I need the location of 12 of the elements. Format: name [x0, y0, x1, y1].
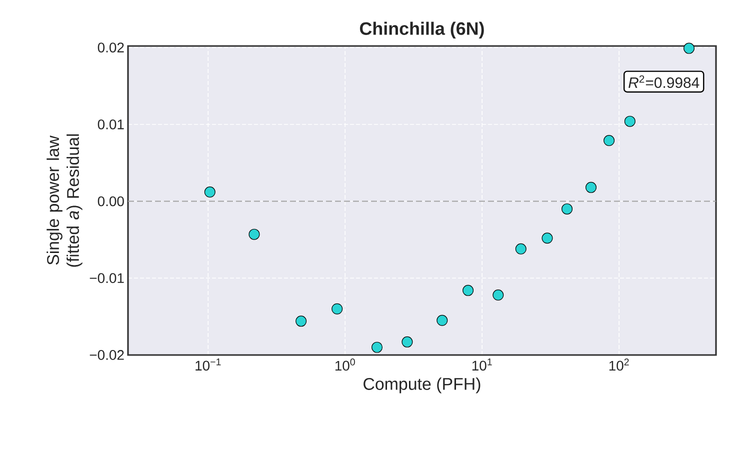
y-tick-label: 0.01: [98, 119, 124, 130]
x-tick-label: 10$^{1}$: [472, 358, 492, 371]
annotation: R$^{2}$=0.9984: [628, 75, 700, 88]
x-tick-label: 10$^{−1}$: [196, 358, 221, 371]
chart-title: Chinchilla (6N): [360, 22, 484, 38]
x-axis-title: Compute (PFH): [364, 378, 480, 394]
y-tick-label: 0.00: [98, 196, 124, 206]
x-tick-label: 10$^{2}$: [609, 358, 629, 371]
y-tick-label: −0.01: [90, 273, 124, 284]
y-tick-label: 0.02: [98, 42, 124, 52]
x-tick-label: 10$^{0}$: [335, 358, 355, 371]
y-tick-label: −0.02: [90, 350, 124, 360]
